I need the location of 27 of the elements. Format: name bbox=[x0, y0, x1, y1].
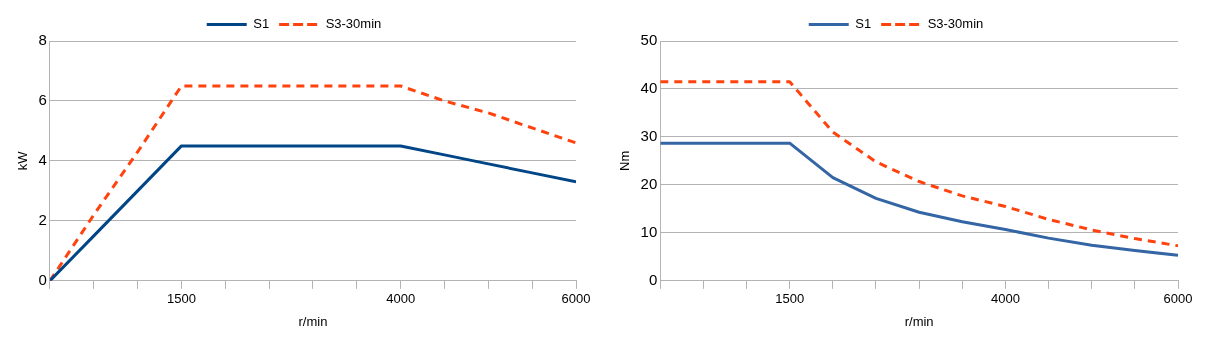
x-tick-label: 4000 bbox=[386, 291, 416, 307]
y-axis-title: kW bbox=[15, 150, 31, 171]
x-tick-label: 1500 bbox=[775, 291, 805, 307]
y-tick-label: 6 bbox=[38, 91, 47, 109]
line-series bbox=[660, 80, 1178, 248]
y-tick-label: 0 bbox=[38, 270, 47, 288]
y-tick-label: 40 bbox=[640, 79, 658, 97]
x-axis-title: r/min bbox=[904, 313, 934, 329]
y-tick-label: 2 bbox=[38, 210, 47, 228]
line-series bbox=[49, 84, 576, 281]
y-axis-title: Nm bbox=[617, 150, 633, 172]
y-tick-label: 8 bbox=[38, 31, 47, 49]
legend-label: S3-30min bbox=[927, 16, 984, 32]
x-axis-title: r/min bbox=[298, 313, 328, 329]
legend-label: S3-30min bbox=[325, 16, 382, 32]
y-tick-label: 4 bbox=[38, 151, 47, 169]
x-tick-label: 1500 bbox=[167, 291, 196, 307]
y-tick-label: 10 bbox=[640, 222, 658, 240]
y-tick-label: 50 bbox=[640, 31, 658, 49]
x-tick-label: 6000 bbox=[561, 291, 591, 307]
legend-label: S1 bbox=[253, 16, 270, 32]
y-tick-label: 30 bbox=[640, 127, 658, 145]
y-tick-label: 20 bbox=[640, 175, 658, 193]
y-tick-label: 0 bbox=[648, 270, 658, 288]
x-tick-label: 4000 bbox=[990, 291, 1020, 307]
x-tick-label: 6000 bbox=[1163, 291, 1193, 307]
legend-label: S1 bbox=[855, 16, 872, 32]
